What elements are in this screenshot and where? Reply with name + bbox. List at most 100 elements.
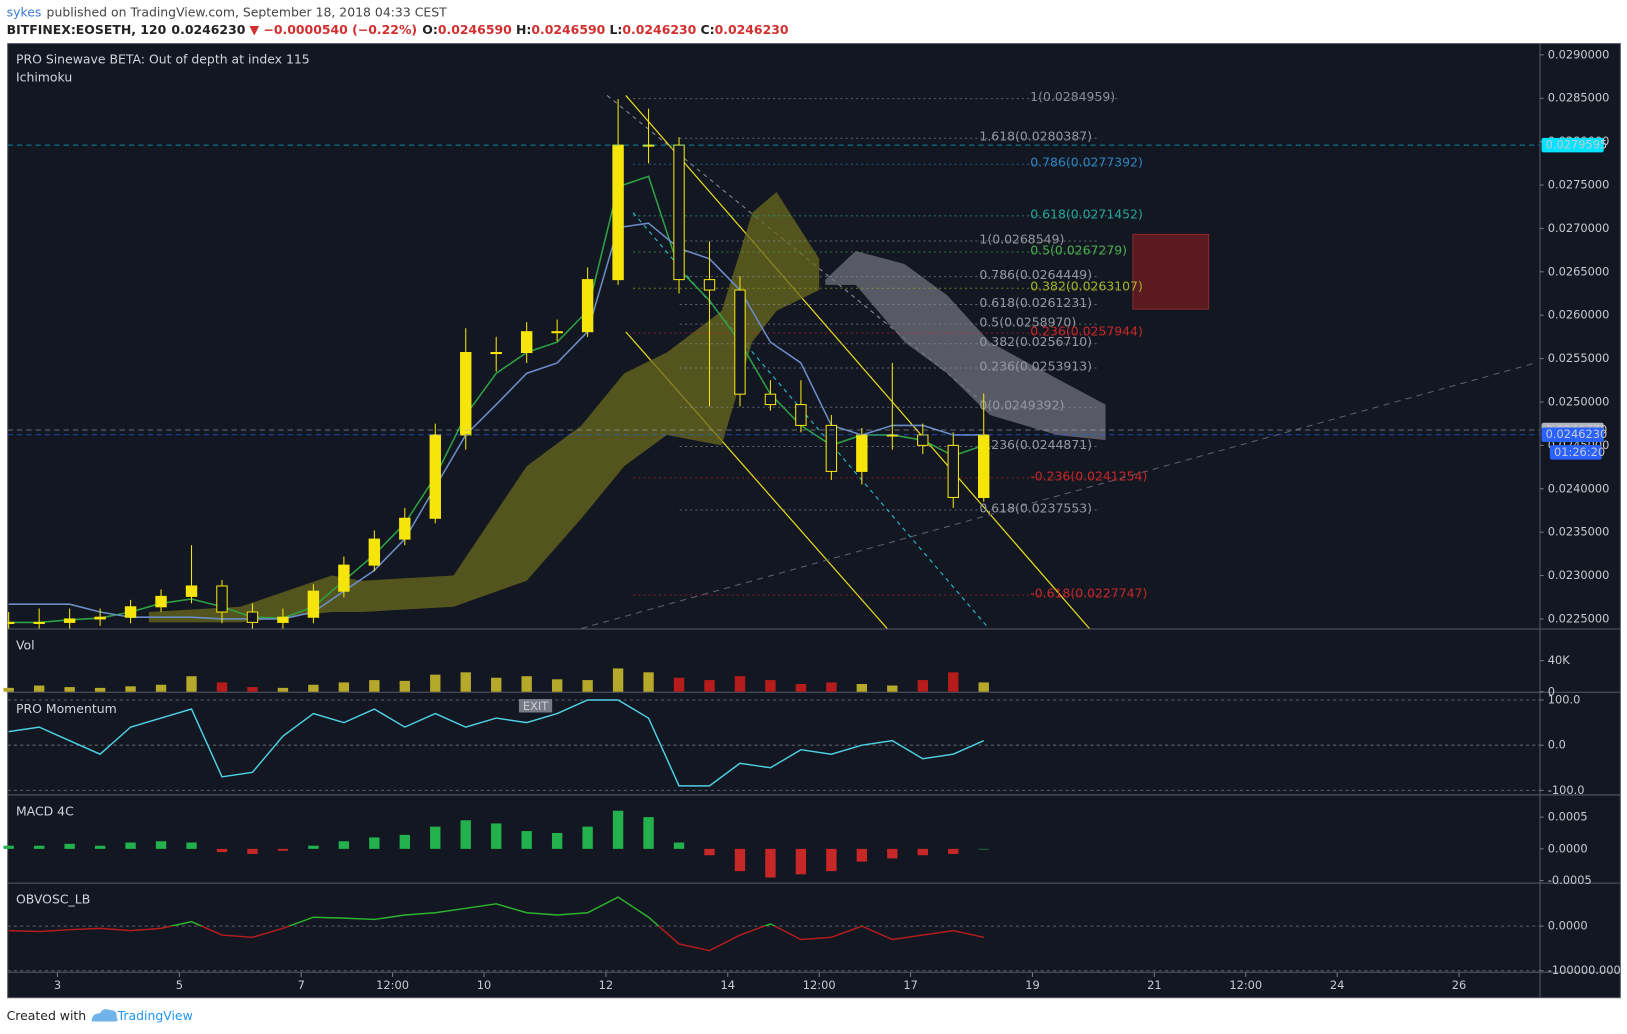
candle-body [429, 434, 441, 519]
candle-body [825, 424, 838, 472]
bar [887, 848, 898, 859]
candle-body [277, 616, 289, 623]
fib-label: 0.618(0.0237553) [979, 500, 1092, 515]
indicator-title: PRO Sinewave BETA: Out of depth at index… [16, 52, 310, 67]
channel-line [625, 95, 1090, 629]
x-tick-label: 3 [54, 978, 61, 992]
y-tick-label: 0.0285000 [1548, 91, 1610, 105]
candle-body [856, 434, 868, 472]
ohlc-label: L: [609, 22, 622, 37]
footer-created: Created with [7, 1008, 87, 1023]
y-tick-label: 0.0000 [1548, 841, 1588, 855]
bar [338, 682, 350, 692]
fib-label: 0.786(0.0277392) [1030, 155, 1143, 170]
y-tick-label: 0.0240000 [1548, 481, 1610, 495]
ohlc-value: 0.0246590 [438, 22, 512, 37]
panel-title: OBVOSC_LB [16, 892, 90, 907]
x-tick-label: 12:00 [1229, 978, 1262, 992]
x-tick-label: 17 [903, 978, 918, 992]
price-marker [1541, 427, 1604, 442]
bar [155, 841, 167, 849]
candle-body [7, 621, 15, 624]
bar [186, 676, 197, 692]
bar [3, 687, 14, 692]
candle-body [978, 434, 990, 498]
bar [948, 848, 959, 854]
y-tick-label: 0.0225000 [1548, 611, 1610, 625]
candle-body [795, 404, 807, 426]
y-tick-label: 100.0 [1548, 693, 1581, 707]
fib-label: 0.5(0.0258970) [979, 315, 1076, 330]
bar [978, 682, 989, 692]
x-tick-label: 7 [298, 978, 305, 992]
bar [125, 686, 136, 692]
bar [277, 687, 289, 692]
bar [856, 683, 868, 692]
bar [399, 680, 410, 692]
x-tick-label: 12:00 [376, 978, 409, 992]
bar [795, 683, 807, 692]
bar [765, 848, 776, 878]
ichimoku-line [8, 175, 984, 624]
author[interactable]: sykes [7, 4, 42, 19]
y-tick-label: 0.0260000 [1548, 308, 1610, 322]
fib-label: 1(0.0284959) [1030, 89, 1115, 104]
bar [856, 848, 868, 862]
candle-body [673, 144, 685, 281]
x-tick-label: 5 [176, 978, 183, 992]
y-tick-label: 0.0255000 [1548, 351, 1610, 365]
symbol: BITFINEX:EOSETH, 120 [7, 22, 167, 37]
bar [521, 831, 532, 849]
bar [399, 834, 410, 849]
bar [247, 848, 258, 854]
bar [308, 684, 319, 692]
y-tick-label: 0.0250000 [1548, 394, 1610, 408]
bar [795, 848, 807, 875]
candle-body [520, 331, 533, 354]
fib-label: 0.236(0.0253913) [979, 358, 1092, 373]
change: ▼ −0.0000540 (−0.22%) [250, 22, 418, 37]
bar [551, 679, 563, 692]
x-tick-label: 21 [1147, 978, 1162, 992]
bar [612, 810, 624, 849]
footer-brand[interactable]: TradingView [117, 1008, 193, 1023]
x-tick-label: 24 [1330, 978, 1345, 992]
chart-background [7, 43, 1621, 999]
y-tick-label: -100.0 [1548, 783, 1585, 797]
x-tick-label: 14 [721, 978, 736, 992]
fib-label: -0.618(0.0227747) [1030, 586, 1147, 601]
candle-body [734, 289, 746, 395]
candle-body [460, 351, 472, 436]
ohlc-value: 0.0246230 [622, 22, 696, 37]
bar [673, 842, 685, 849]
bar [887, 685, 898, 692]
bar [765, 680, 776, 692]
panel-title: MACD 4C [16, 804, 74, 819]
bar [826, 848, 837, 872]
bar [978, 848, 989, 850]
candle-body [94, 616, 106, 620]
bar [33, 845, 45, 849]
bar [643, 672, 654, 692]
fib-label: 0.382(0.0256710) [979, 334, 1092, 349]
candle-body [216, 585, 228, 613]
annotation-box [518, 699, 553, 713]
candle-body [33, 621, 45, 624]
main-plot: 1.618(0.0280387) 1(0.0268549) 0.786(0.0264… [7, 89, 1147, 629]
brand-logo [91, 1009, 118, 1022]
bar [186, 842, 197, 849]
bar [673, 677, 685, 692]
y-tick-label: 0 [1548, 684, 1555, 698]
fib-label: 1.618(0.0280387) [979, 129, 1092, 144]
y-tick-label: 0.0275000 [1548, 178, 1610, 192]
bar [430, 674, 441, 692]
bar [551, 832, 563, 849]
ichimoku-line [8, 222, 984, 620]
bar [64, 843, 75, 849]
bar [734, 848, 746, 872]
header-line: sykes published on TradingView.com, Septe… [7, 4, 448, 19]
y-tick-label: 0.0005 [1548, 810, 1588, 824]
y-tick-label: 0.0235000 [1548, 525, 1610, 539]
